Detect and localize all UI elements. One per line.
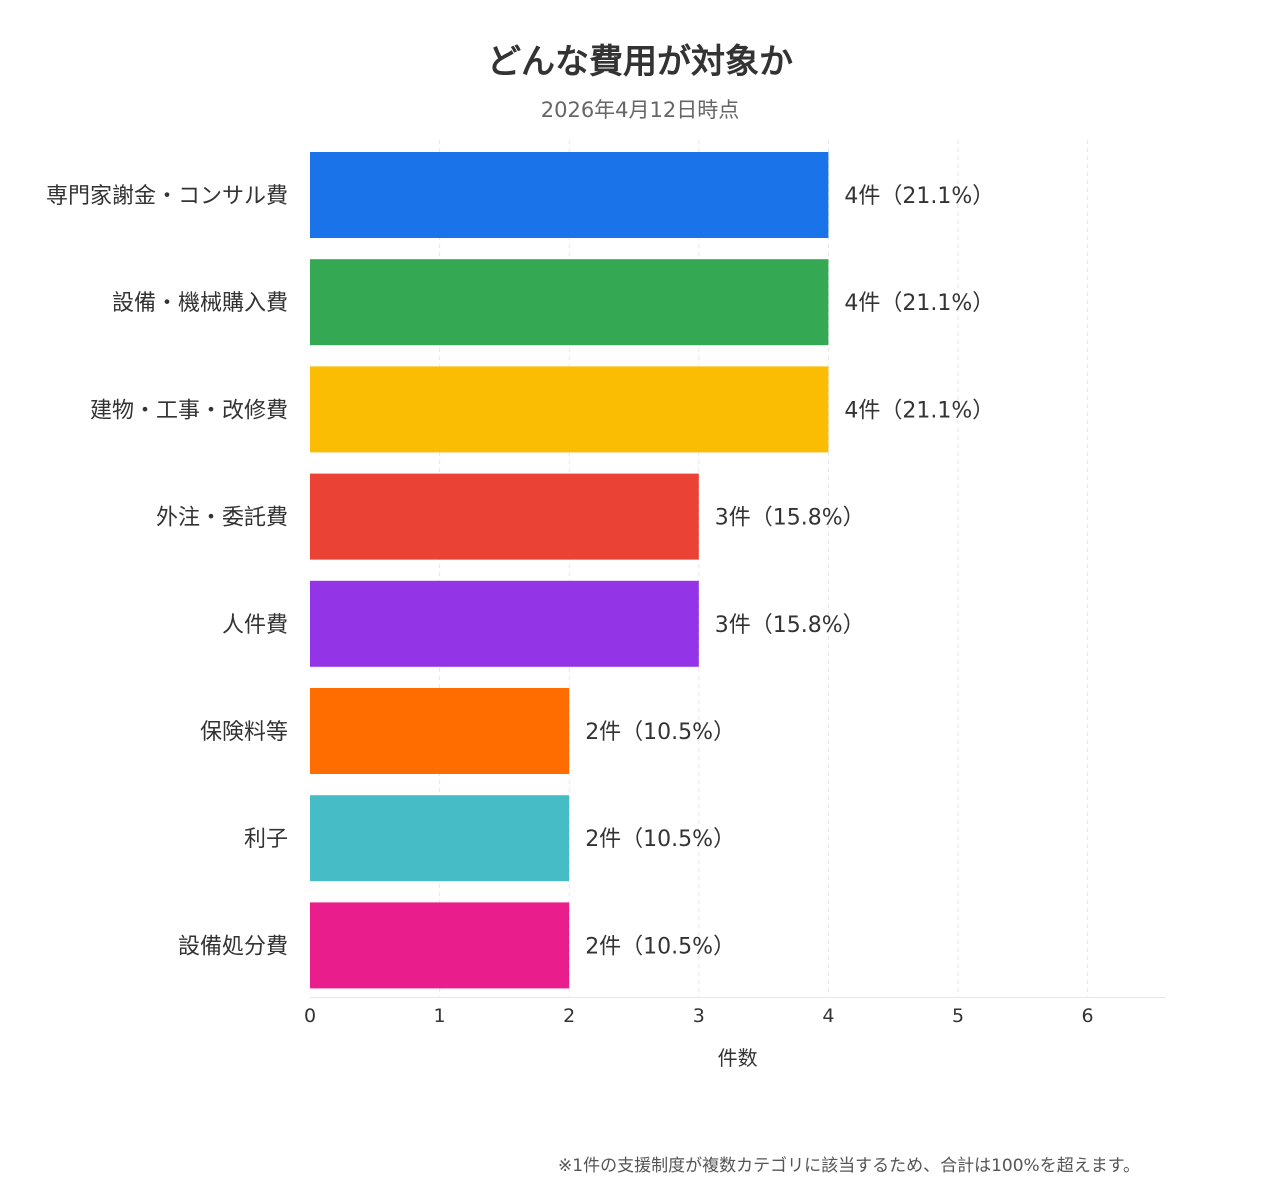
bar (310, 795, 570, 882)
bar (310, 259, 829, 346)
category-labels: 専門家謝金・コンサル費設備・機械購入費建物・工事・改修費外注・委託費人件費保険料… (46, 184, 288, 959)
data-label: 3件（15.8%） (715, 613, 865, 638)
category-label: 外注・委託費 (156, 506, 288, 531)
data-label: 2件（10.5%） (585, 827, 735, 852)
bar (310, 688, 570, 774)
data-label: 3件（15.8%） (715, 506, 865, 531)
category-label: 設備・機械購入費 (112, 291, 288, 316)
bar (310, 473, 699, 560)
category-label: 保険料等 (200, 720, 288, 745)
bar (310, 366, 829, 453)
bar (310, 902, 570, 989)
bar (310, 152, 829, 238)
x-tick-label: 1 (434, 1005, 446, 1027)
x-axis-ticks: 0 1 2 3 4 5 6 (304, 1005, 1094, 1027)
data-label: 4件（21.1%） (844, 184, 994, 209)
x-tick-label: 4 (822, 1005, 834, 1027)
category-label: 専門家謝金・コンサル費 (46, 184, 288, 209)
x-tick-label: 5 (952, 1005, 964, 1027)
category-label: 人件費 (222, 613, 288, 638)
footnote: ※1件の支援制度が複数カテゴリに該当するため、合計は100%を超えます。 (558, 1156, 1140, 1176)
data-labels: 4件（21.1%） 4件（21.1%） 4件（21.1%） 3件（15.8%） 3件（1… (585, 184, 994, 959)
data-label: 4件（21.1%） (844, 291, 994, 316)
x-tick-label: 3 (693, 1005, 705, 1027)
x-tick-label: 6 (1082, 1005, 1094, 1027)
chart-title: どんな費用が対象か (487, 42, 793, 82)
bar (310, 580, 699, 667)
category-label: 設備処分費 (178, 934, 288, 959)
chart-subtitle: 2026年4月12日時点 (540, 98, 740, 122)
category-label: 利子 (244, 827, 288, 852)
category-label: 建物・工事・改修費 (90, 398, 288, 423)
data-label: 2件（10.5%） (585, 720, 735, 745)
data-label: 4件（21.1%） (844, 398, 994, 423)
data-label: 2件（10.5%） (585, 934, 735, 959)
x-tick-label: 0 (304, 1005, 316, 1027)
bars (310, 152, 829, 989)
x-tick-label: 2 (563, 1005, 575, 1027)
x-axis-title: 件数 (718, 1046, 758, 1070)
